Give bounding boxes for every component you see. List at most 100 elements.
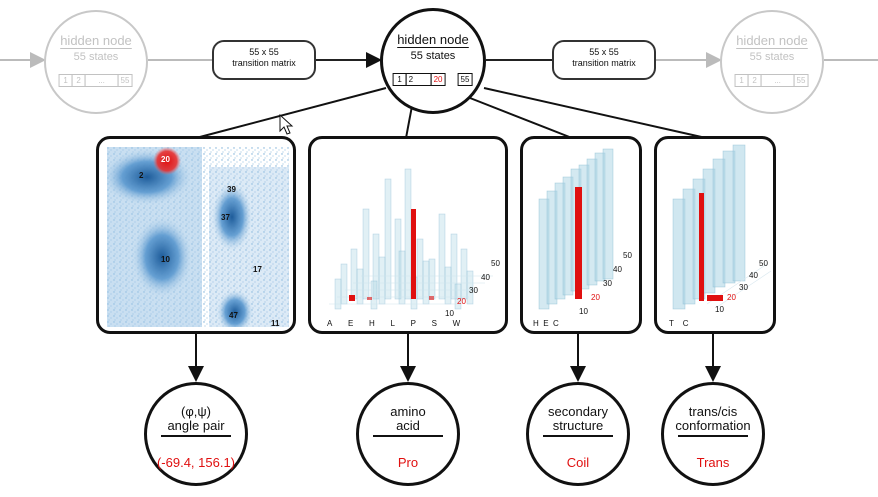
state-cell: 1 [734, 74, 749, 87]
x-tick: E [348, 319, 354, 328]
observation-title-line: secondary [548, 404, 608, 419]
depth-tick-highlight: 20 [727, 293, 736, 302]
observation-value: Trans [696, 455, 730, 470]
depth-tick: 40 [481, 273, 490, 282]
highlight-bar-trans [699, 193, 704, 301]
hidden-node-next: hidden node 55 states 1 2 ... 55 [720, 10, 824, 114]
state-cell: 2 [747, 74, 762, 87]
divider [543, 435, 613, 437]
observation-transcis: trans/cis conformation Trans [661, 382, 765, 486]
observation-title: (φ,ψ) angle pair [147, 405, 245, 433]
highlight-bar-pro [411, 209, 416, 299]
observation-amino-acid: amino acid Pro [356, 382, 460, 486]
edge-to-secondary [469, 97, 573, 139]
state-cell: 2 [71, 74, 86, 87]
transcis-panel: T C 50 40 30 20 10 [654, 136, 776, 334]
transition-size: 55 x 55 [589, 47, 619, 57]
state-cell: 2 [405, 73, 432, 86]
observation-value: Pro [397, 455, 419, 470]
transition-size: 55 x 55 [249, 47, 279, 57]
mouse-cursor-icon [279, 113, 294, 135]
observation-title-line: trans/cis [688, 404, 738, 419]
secondary-structure-panel: H E C 50 40 30 20 10 [520, 136, 642, 334]
observation-title-line: angle pair [167, 418, 225, 433]
transition-matrix-left: 55 x 55 transition matrix [212, 40, 316, 80]
divider [373, 435, 443, 437]
secondary-bars [538, 148, 614, 310]
state-vector-current: 1 2 20 55 [392, 73, 473, 86]
x-tick: P [410, 319, 416, 328]
x-tick: C [682, 319, 689, 328]
state-cell: ... [760, 74, 795, 87]
cluster-label: 37 [221, 213, 230, 222]
cluster-label: 20 [161, 155, 170, 164]
observation-title-line: conformation [675, 418, 751, 433]
hidden-node-previous-states: 55 states [73, 51, 119, 63]
observation-title-line: amino [390, 404, 426, 419]
depth-tick: 50 [759, 259, 768, 268]
hidden-node-previous-title: hidden node [60, 33, 132, 48]
state-cell: 55 [457, 73, 473, 86]
x-axis-labels: H E C [533, 319, 559, 328]
transition-label: transition matrix [572, 58, 636, 68]
hidden-node-current: hidden node 55 states 1 2 20 55 [380, 8, 486, 114]
amino-acid-bars [329, 168, 493, 310]
divider [678, 435, 748, 437]
highlight-bar-coil [575, 187, 582, 299]
highlight-bar-small [429, 296, 434, 300]
depth-tick: 30 [469, 286, 478, 295]
divider [161, 435, 231, 437]
x-tick: A [327, 319, 333, 328]
cluster-label: 17 [253, 265, 262, 274]
depth-tick: 40 [613, 265, 622, 274]
observation-title-line: acid [396, 418, 420, 433]
observation-title: secondary structure [529, 405, 627, 433]
observation-title: amino acid [359, 405, 457, 433]
x-tick: H [369, 319, 375, 328]
observation-title: trans/cis conformation [664, 405, 762, 433]
x-tick: H [533, 319, 539, 328]
x-tick: W [452, 319, 461, 328]
hidden-node-next-title: hidden node [736, 33, 808, 48]
state-vector-next: 1 2 ... 55 [734, 74, 809, 87]
x-tick: L [390, 319, 395, 328]
ramachandran-plot [107, 147, 289, 327]
observation-title-line: (φ,ψ) [181, 404, 211, 419]
state-cell: ... [84, 74, 119, 87]
cluster-label: 47 [229, 311, 238, 320]
state-vector-previous: 1 2 ... 55 [58, 74, 133, 87]
cluster-label: 10 [161, 255, 170, 264]
depth-tick: 30 [603, 279, 612, 288]
cluster-label: 39 [227, 185, 236, 194]
hidden-node-current-states: 55 states [410, 50, 456, 62]
observation-value: Coil [566, 455, 590, 470]
x-tick: T [669, 319, 674, 328]
edge-to-amino [405, 105, 413, 139]
depth-tick: 50 [623, 251, 632, 260]
amino-acid-panel: A E H L P S W 50 40 30 20 10 [308, 136, 508, 334]
depth-tick: 10 [445, 309, 454, 318]
highlight-bar-cis [707, 295, 723, 301]
x-axis-labels: T C [669, 319, 689, 328]
depth-tick: 50 [491, 259, 500, 268]
edge-to-transcis [483, 87, 707, 139]
hidden-node-current-title: hidden node [397, 32, 469, 47]
depth-tick: 40 [749, 271, 758, 280]
transcis-bars [672, 144, 772, 310]
transition-label: transition matrix [232, 58, 296, 68]
ramachandran-panel: 20 2 39 37 10 17 47 11 [96, 136, 296, 334]
depth-tick: 30 [739, 283, 748, 292]
highlight-bar-small [349, 295, 355, 301]
hidden-node-previous: hidden node 55 states 1 2 ... 55 [44, 10, 148, 114]
depth-tick-highlight: 20 [591, 293, 600, 302]
state-cell: 55 [793, 74, 809, 87]
x-tick: E [543, 319, 549, 328]
state-cell: 1 [58, 74, 73, 87]
depth-tick: 10 [579, 307, 588, 316]
state-cell: 55 [117, 74, 133, 87]
state-cell-active: 20 [430, 73, 446, 86]
x-tick: C [553, 319, 559, 328]
cluster-label: 2 [139, 171, 144, 180]
observation-angle-pair: (φ,ψ) angle pair (-69.4, 156.1) [144, 382, 248, 486]
